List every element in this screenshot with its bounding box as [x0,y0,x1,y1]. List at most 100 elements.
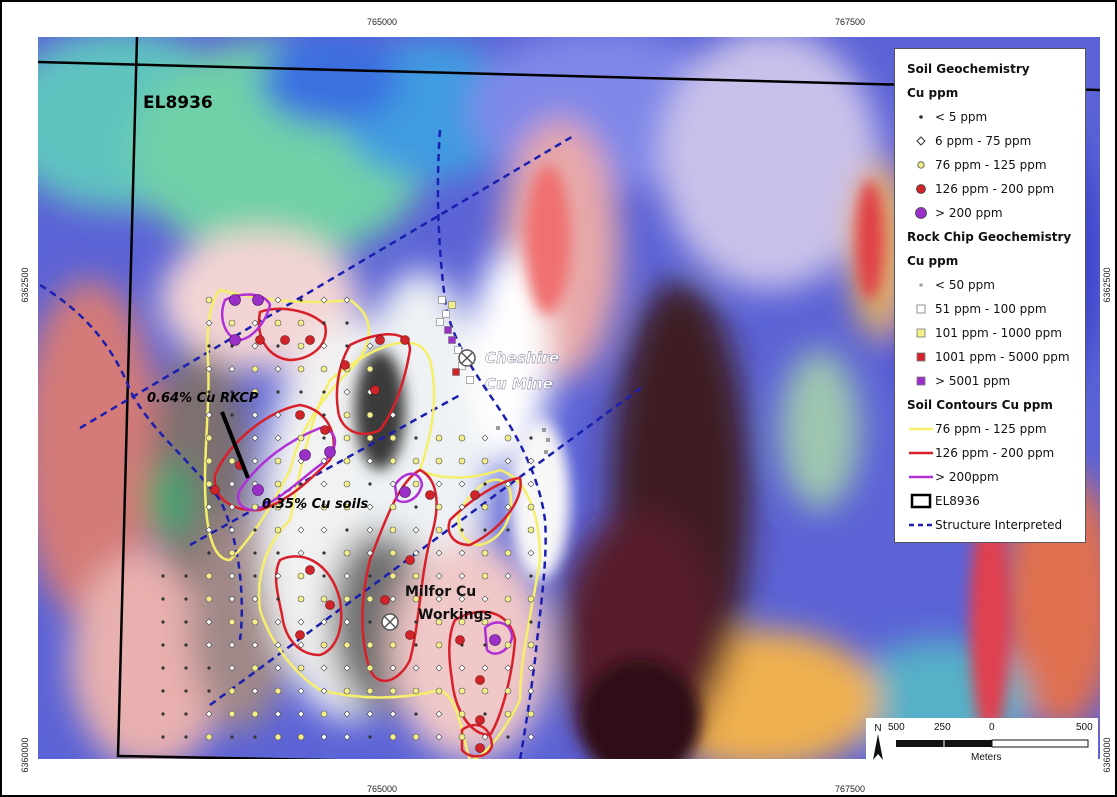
soil-sample-point [228,641,236,649]
rock-chip-point [444,326,452,334]
soil-sample-point [366,710,374,718]
legend-structure-label: Structure Interpreted [935,518,1063,532]
soil-sample-point [253,574,257,578]
soil-sample-point [205,319,213,327]
soil-sample-point [297,365,305,373]
soil-sample-point [297,434,305,442]
soil-sample-point [481,618,489,626]
cheshire-label-line1: Cheshire [485,349,559,367]
soil-sample-point [205,526,213,534]
soil-sample-point [251,503,259,511]
soil-sample-point [458,664,466,672]
soil-sample-point [320,733,328,741]
soil-sample-point [475,743,485,753]
soil-sample-point [455,635,465,645]
scale-bar: N 500 250 0 500 Meters [866,718,1098,766]
soil-sample-point [368,735,372,739]
soil-sample-point [412,733,420,741]
soil-sample-point [320,664,328,672]
soil-sample-point [366,549,374,557]
soil-sample-point [414,436,418,440]
soil-sample-point [229,334,241,346]
soil-sample-point [228,618,236,626]
soil-sample-point [297,342,305,350]
rock-chip-point [438,296,446,304]
soil-sample-point [366,687,374,695]
soil-sample-point [205,480,213,488]
soil-sample-point [205,296,213,304]
soil-sample-points [161,294,535,753]
soil-sample-point [251,710,259,718]
contour-red [361,468,438,682]
soil-sample-point [481,572,489,580]
structure-line [436,129,547,759]
contour-red [274,555,343,657]
coord-label-left-lower: 6360000 [20,737,30,772]
soil-sample-point [251,664,259,672]
soil-sample-point [297,549,305,557]
soil-sample-point [527,457,535,465]
soil-sample-point [366,526,374,534]
soil-sample-point [274,296,282,304]
soil-sample-point [274,480,282,488]
rock-chip-point [496,426,500,430]
soil-sample-point [343,388,351,396]
soil-sample-point [504,457,512,465]
soil-sample-point [504,434,512,442]
soil-sample-point [343,733,351,741]
soil-sample-point [280,335,290,345]
legend-contour-item: 76 ppm - 125 ppm [907,417,1085,441]
soil-sample-point [345,344,349,348]
soil-sample-point [504,710,512,718]
soil-sample-point [299,449,311,461]
soil-sample-point [297,687,305,695]
rock-chip-point [452,368,460,376]
contour-red [257,307,328,362]
legend-rock-title: Rock Chip Geochemistry [907,230,1072,244]
scale-units: Meters [971,752,1002,763]
soil-sample-point [207,689,211,693]
soil-sample-point [527,687,535,695]
soil-sample-point [253,528,257,532]
soil-sample-point [274,526,282,534]
rock-chip-point [544,450,548,454]
soil-sample-point [435,710,443,718]
rkcp-annotation: 0.64% Cu RKCP [147,391,259,406]
legend-rock-swatch [907,345,935,369]
soil-sample-point [414,712,418,716]
soil-sample-point [389,664,397,672]
soil-sample-point [458,595,466,603]
coord-label-right-lower: 6360000 [1102,737,1112,772]
soil-sample-point [161,666,165,670]
rock-chip-point [454,346,462,354]
rock-chip-point [448,336,456,344]
soil-sample-point [458,457,466,465]
soil-sample-point [251,687,259,695]
coord-label-right-upper: 6362500 [1102,267,1112,302]
soil-sample-point [412,572,420,580]
soil-sample-point [435,457,443,465]
soil-sample-point [458,733,466,741]
legend-boundary-label: EL8936 [935,494,980,508]
soil-sample-point [504,572,512,580]
soil-sample-point [207,390,211,394]
soil-sample-point [297,595,305,603]
soil-sample-point [529,436,533,440]
legend-soil-label: 76 ppm - 125 ppm [935,158,1047,172]
legend-rock-item: 101 ppm - 1000 ppm [907,321,1085,345]
soil-sample-point [274,572,282,580]
rkcp-callout-line [220,411,250,479]
rock-chip-point [442,310,450,318]
soil-sample-point [368,574,372,578]
soil-sample-point [320,526,328,534]
rock-chip-point [542,428,546,432]
soil-sample-point [299,298,303,302]
soil-sample-point [506,528,510,532]
soil-sample-point [276,344,280,348]
soil-sample-point [161,643,165,647]
soil-sample-point [435,595,443,603]
legend-contour-swatch [907,441,935,465]
soil-sample-point [483,528,487,532]
soil-sample-point [184,666,188,670]
